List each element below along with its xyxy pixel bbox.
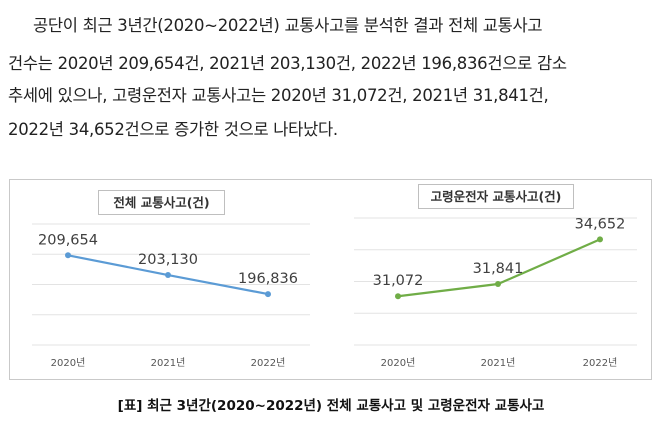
- data-label: 31,072: [373, 273, 424, 289]
- chart-title: 전체 교통사고(건): [98, 190, 225, 215]
- x-tick-label: 2021년: [481, 357, 516, 369]
- chart-title: 고령운전자 교통사고(건): [418, 184, 574, 209]
- x-tick-label: 2021년: [151, 357, 186, 369]
- data-label: 209,654: [38, 232, 98, 248]
- elderly-accidents-plot: 31,072 2020년 31,841 2021년 34,652 2022년: [354, 216, 637, 369]
- data-point: [65, 252, 71, 259]
- data-point: [265, 291, 271, 298]
- data-point: [495, 281, 501, 288]
- data-label: 31,841: [473, 261, 524, 277]
- x-tick-label: 2020년: [381, 357, 416, 369]
- paragraph-line-3: 추세에 있으나, 고령운전자 교통사고는 2020년 31,072건, 2021…: [8, 86, 549, 105]
- data-point: [597, 236, 603, 243]
- paragraph-line-1: 공단이 최근 3년간(2020~2022년) 교통사고를 분석한 결과 전체 교…: [33, 16, 543, 35]
- total-accidents-plot: 209,654 2020년 203,130 2021년 196,836 2022년: [32, 223, 310, 369]
- x-tick-label: 2020년: [51, 357, 86, 369]
- total-accidents-chart: 전체 교통사고(건) 209,654 2020년 203,130 2021년 196,8…: [10, 180, 330, 379]
- elderly-accidents-chart: 고령운전자 교통사고(건) 31,072 2020년 31,841 2021년 34,6…: [332, 180, 652, 379]
- x-tick-label: 2022년: [583, 357, 618, 369]
- data-point: [165, 272, 171, 279]
- data-point: [395, 293, 401, 300]
- charts-container: 전체 교통사고(건) 209,654 2020년 203,130 2021년 196,8…: [9, 179, 652, 380]
- figure-caption: [표] 최근 3년간(2020~2022년) 전체 교통사고 및 고령운전자 교…: [117, 398, 545, 414]
- data-label: 196,836: [238, 271, 298, 287]
- data-label: 203,130: [138, 252, 198, 268]
- paragraph-line-4: 2022년 34,652건으로 증가한 것으로 나타났다.: [8, 120, 338, 139]
- x-tick-label: 2022년: [251, 357, 286, 369]
- data-label: 34,652: [575, 216, 626, 232]
- paragraph-line-2: 건수는 2020년 209,654건, 2021년 203,130건, 2022…: [8, 54, 567, 73]
